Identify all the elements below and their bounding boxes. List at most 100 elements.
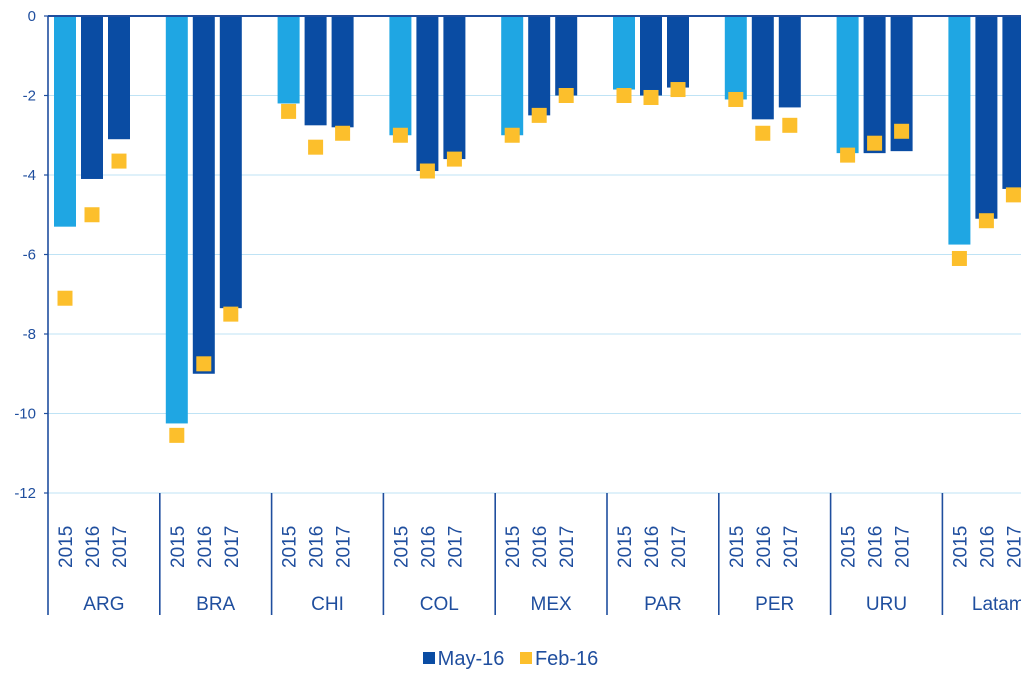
marker (755, 125, 771, 141)
marker (446, 151, 462, 167)
y-tick-label: -8 (23, 326, 36, 343)
marker (335, 125, 351, 141)
marker (223, 306, 239, 322)
marker (643, 89, 659, 105)
marker (867, 135, 883, 151)
marker (951, 250, 967, 266)
x-tick-label-year: 2016 (977, 526, 998, 568)
x-tick-label-year: 2017 (334, 526, 355, 568)
marker (196, 356, 212, 372)
bar (416, 16, 439, 172)
marker (616, 88, 632, 103)
x-group-label: PER (755, 594, 794, 615)
x-tick-label-year: 2015 (615, 526, 636, 568)
x-tick-label-year: 2015 (727, 526, 748, 568)
marker (84, 207, 100, 223)
bar (192, 16, 215, 374)
legend-label-may16: May-16 (437, 648, 505, 670)
marker (111, 153, 127, 169)
x-group-label: COL (420, 594, 459, 615)
bar (778, 16, 801, 108)
marker (57, 290, 73, 306)
x-tick-label-year: 2017 (445, 526, 466, 568)
marker (531, 107, 547, 123)
bar (54, 16, 76, 227)
x-group-label: URU (866, 594, 907, 615)
x-group-label: Latam (972, 594, 1021, 615)
x-tick-label-year: 2016 (307, 526, 328, 568)
bar (975, 16, 998, 219)
x-tick-label-year: 2017 (1004, 526, 1021, 568)
x-tick-label-year: 2016 (642, 526, 663, 568)
bar (501, 16, 524, 136)
marker (1005, 187, 1021, 203)
bar (277, 16, 300, 104)
x-group-label: BRA (196, 594, 235, 615)
x-tick-label-year: 2017 (222, 526, 243, 568)
bar (1002, 16, 1021, 189)
legend: May-16 Feb-16 (0, 648, 1021, 671)
bar (443, 16, 466, 160)
marker (840, 147, 856, 163)
bar (863, 16, 886, 154)
bar (613, 16, 635, 90)
x-group-label: MEX (531, 594, 573, 615)
markers (57, 82, 1021, 443)
bar (219, 16, 242, 309)
marker (169, 427, 185, 443)
bar (108, 16, 130, 140)
x-group-label: ARG (83, 594, 124, 615)
marker (670, 82, 686, 98)
marker (782, 117, 798, 133)
y-tick-label: -10 (14, 406, 36, 423)
marker (558, 88, 574, 103)
labels: 0 -2 -4 -6 -8 -10 -12 2015 2016 2017 ARG 2015 2016 20… (14, 8, 1021, 615)
chart: 0 -2 -4 -6 -8 -10 -12 2015 2016 2017 ARG 2015 2016 20… (14, 8, 1021, 615)
x-tick-label-year: 2015 (391, 526, 412, 568)
y-tick-label: -2 (23, 88, 36, 105)
marker (419, 163, 435, 179)
x-tick-label-year: 2016 (83, 526, 104, 568)
marker (308, 139, 324, 155)
marker (281, 103, 297, 119)
x-tick-label-year: 2016 (418, 526, 439, 568)
marker (504, 127, 520, 143)
bar (304, 16, 327, 126)
x-tick-label-year: 2016 (195, 526, 216, 568)
x-tick-label-year: 2016 (530, 526, 551, 568)
legend-item-may16: May-16 (422, 648, 505, 671)
bar (751, 16, 774, 120)
bar (389, 16, 412, 136)
bar (667, 16, 689, 88)
bar (890, 16, 913, 152)
x-tick-label-year: 2016 (754, 526, 775, 568)
bar (948, 16, 971, 245)
x-group-label: CHI (311, 594, 344, 615)
y-tick-label: -12 (14, 485, 36, 502)
x-group-label: PAR (644, 594, 682, 615)
bars (54, 16, 1021, 424)
bar (640, 16, 662, 96)
legend-swatch-may16 (422, 652, 435, 664)
marker (728, 91, 744, 107)
x-tick-label-year: 2017 (669, 526, 690, 568)
y-tick-label: 0 (28, 8, 36, 25)
marker (894, 123, 910, 139)
bar (724, 16, 747, 100)
x-tick-label-year: 2015 (280, 526, 301, 568)
y-tick-label: -4 (23, 167, 36, 184)
bar (528, 16, 551, 116)
bar (331, 16, 354, 128)
axes (44, 15, 1021, 615)
x-tick-label-year: 2017 (557, 526, 578, 568)
marker (392, 127, 408, 143)
x-tick-label-year: 2016 (866, 526, 887, 568)
bar (165, 16, 188, 424)
bar (555, 16, 578, 96)
x-tick-label-year: 2015 (950, 526, 971, 568)
x-tick-label-year: 2017 (893, 526, 914, 568)
x-tick-label-year: 2017 (110, 526, 131, 568)
legend-item-feb16: Feb-16 (519, 648, 598, 671)
bar (81, 16, 103, 179)
x-tick-label-year: 2015 (168, 526, 189, 568)
